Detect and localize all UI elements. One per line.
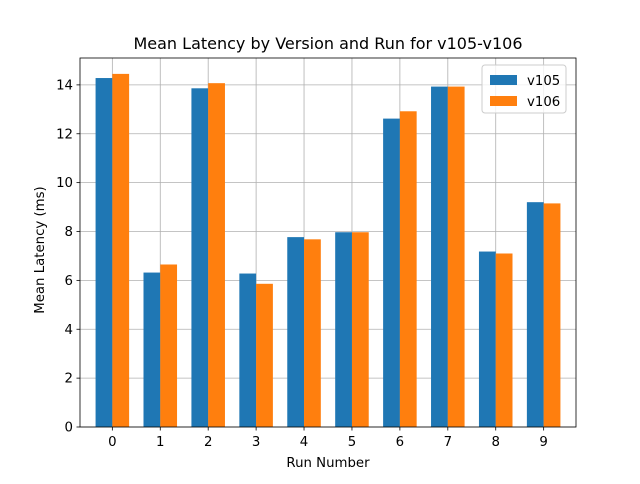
bar-v105-run-8 <box>478 251 496 427</box>
y-tick-label: 14 <box>56 78 73 93</box>
x-tick-label: 6 <box>396 435 404 450</box>
bar-v105-run-7 <box>431 86 448 427</box>
x-tick-label: 2 <box>204 435 212 450</box>
bar-v106-run-9 <box>543 203 561 427</box>
legend-swatch-v106 <box>490 96 517 106</box>
legend-label-v105: v105 <box>527 74 560 89</box>
legend-label-v106: v106 <box>527 95 560 110</box>
x-tick-label: 5 <box>348 435 356 450</box>
bar-v106-run-7 <box>447 86 465 427</box>
x-tick-label: 8 <box>491 435 499 450</box>
y-axis-label: Mean Latency (ms) <box>33 186 48 314</box>
bar-v106-run-3 <box>256 283 273 427</box>
bar-v106-run-5 <box>351 232 369 427</box>
y-tick-label: 12 <box>56 127 73 142</box>
bar-v105-run-1 <box>143 272 161 427</box>
bar-v105-run-2 <box>191 88 209 427</box>
chart-title: Mean Latency by Version and Run for v105… <box>133 34 522 53</box>
y-tick-label: 8 <box>65 225 73 240</box>
legend: v105 v106 <box>481 64 567 114</box>
x-tick-label: 1 <box>156 435 164 450</box>
y-tick-label: 6 <box>65 274 73 289</box>
bar-v106-run-2 <box>208 83 225 427</box>
x-tick-label: 3 <box>252 435 260 450</box>
bar-v105-run-6 <box>383 118 400 427</box>
x-tick-label: 0 <box>108 435 116 450</box>
bar-v106-run-4 <box>304 239 321 427</box>
x-tick-label: 4 <box>300 435 308 450</box>
bar-v105-run-5 <box>335 232 352 427</box>
bar-v106-run-1 <box>160 264 178 427</box>
y-tick-label: 0 <box>65 421 73 436</box>
bar-v105-run-3 <box>239 273 257 427</box>
bar-v106-run-0 <box>112 73 130 428</box>
bar-v105-run-4 <box>287 237 305 427</box>
axes-frame <box>79 57 577 428</box>
x-tick-label: 9 <box>539 435 547 450</box>
bar-v106-run-8 <box>495 253 513 427</box>
y-tick-label: 4 <box>65 323 73 338</box>
x-axis-label: Run Number <box>286 456 370 471</box>
legend-swatch-v105 <box>490 75 517 85</box>
y-tick-label: 10 <box>56 176 73 191</box>
bar-v106-run-6 <box>399 111 417 427</box>
bar-v105-run-9 <box>526 202 544 427</box>
y-tick-label: 2 <box>65 372 73 387</box>
x-tick-label: 7 <box>444 435 452 450</box>
bar-v105-run-0 <box>95 78 113 427</box>
